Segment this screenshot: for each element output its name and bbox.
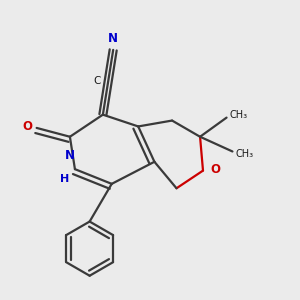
- Text: O: O: [22, 120, 32, 133]
- Text: H: H: [60, 174, 69, 184]
- Text: CH₃: CH₃: [236, 149, 253, 159]
- Text: C: C: [93, 76, 101, 86]
- Text: N: N: [64, 149, 75, 162]
- Text: O: O: [210, 163, 220, 176]
- Text: N: N: [108, 32, 118, 46]
- Text: CH₃: CH₃: [230, 110, 247, 120]
